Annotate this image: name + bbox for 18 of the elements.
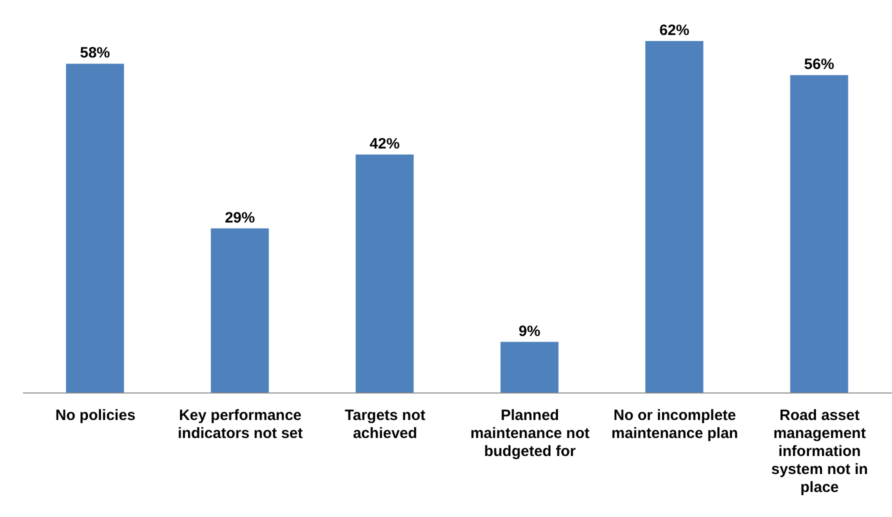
bar: [66, 64, 124, 393]
data-label: 58%: [80, 44, 110, 62]
bar: [356, 154, 414, 393]
data-label: 9%: [518, 322, 540, 340]
bar: [645, 41, 704, 393]
bar: [790, 75, 848, 393]
x-tick-label: Targets not achieved: [344, 407, 426, 442]
x-tick-label: Key performance indicators not set: [178, 407, 303, 442]
data-label: 62%: [659, 22, 690, 39]
data-label: 56%: [804, 56, 834, 74]
bar: [210, 228, 269, 393]
x-tick-label: Planned maintenance not budgeted for: [470, 407, 590, 460]
x-tick-label: Road asset management information system not in place: [771, 407, 868, 496]
x-tick-label: No policies: [55, 407, 136, 424]
data-label: 29%: [224, 209, 255, 226]
bar: [500, 342, 558, 393]
x-tick-label: No or incomplete maintenance plan: [611, 407, 738, 442]
data-label: 42%: [370, 136, 400, 153]
